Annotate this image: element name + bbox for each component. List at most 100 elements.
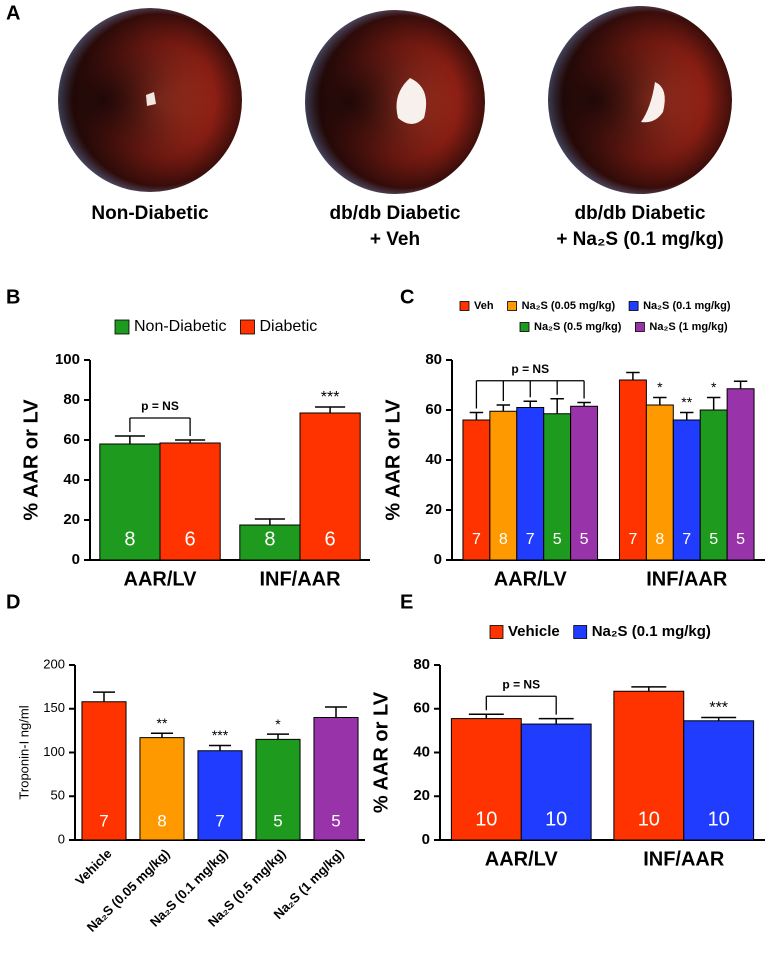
bracket (129, 417, 191, 436)
bar (139, 737, 185, 841)
y-axis-label: % AAR or LV (20, 399, 42, 521)
legend-label: Veh (474, 300, 494, 312)
n-label: 5 (709, 531, 718, 548)
error-bar (208, 744, 232, 751)
n-label: 10 (545, 808, 567, 830)
y-tick-label: 0 (58, 831, 65, 846)
y-tick-label: 40 (425, 451, 442, 468)
legend-swatch (489, 625, 504, 639)
x-tick-label: AAR/LV (485, 848, 559, 870)
n-label: 7 (682, 531, 691, 548)
panel-label: A (6, 2, 20, 24)
y-tick-label: 150 (43, 700, 65, 715)
legend-label: Na₂S (0.5 mg/kg) (534, 321, 622, 333)
y-tick-label: 20 (63, 511, 80, 528)
error-bar (523, 400, 537, 408)
y-tick-label: 0 (72, 551, 80, 568)
n-label: 10 (638, 808, 660, 830)
n-label: 10 (708, 808, 730, 830)
significance: * (657, 379, 663, 395)
error-bar (315, 406, 346, 413)
y-tick-label: 80 (63, 391, 80, 408)
caption: + Veh (370, 229, 420, 250)
bar (672, 419, 701, 561)
bar (81, 701, 127, 841)
error-bar (631, 686, 667, 692)
legend-swatch (240, 319, 255, 335)
error-bar (653, 396, 667, 405)
bracket-label: p = NS (511, 362, 549, 376)
n-label: 5 (580, 531, 589, 548)
error-bar (706, 396, 721, 410)
y-tick-label: 20 (425, 501, 442, 518)
significance: ** (157, 715, 168, 731)
legend-label: Na₂S (0.1 mg/kg) (643, 300, 731, 312)
error-bar (496, 404, 511, 412)
significance: *** (321, 389, 340, 406)
bar (197, 750, 243, 841)
n-label: 6 (325, 528, 336, 550)
caption: Non-Diabetic (91, 203, 209, 224)
x-tick-label: Vehicle (72, 846, 114, 888)
bar (683, 720, 755, 841)
legend-label: Diabetic (259, 318, 317, 335)
n-label: 8 (124, 528, 135, 550)
y-tick-label: 20 (413, 787, 430, 804)
y-tick-label: 0 (434, 551, 442, 568)
error-bar (538, 717, 574, 725)
bar (462, 419, 491, 561)
significance: * (711, 379, 717, 395)
error-bar (469, 411, 484, 420)
n-label: 7 (99, 811, 108, 830)
legend-swatch (459, 301, 470, 311)
bar (159, 442, 221, 561)
n-label: 8 (499, 531, 508, 548)
bracket-label: p = NS (141, 399, 179, 413)
n-label: 5 (736, 531, 745, 548)
y-tick-label: 40 (413, 743, 430, 760)
significance: *** (709, 700, 728, 717)
bar (613, 690, 685, 841)
bracket (475, 380, 585, 409)
error-bar (733, 380, 748, 389)
bar (299, 412, 361, 561)
error-bar (92, 691, 116, 702)
n-label: 5 (273, 811, 282, 830)
y-tick-label: 40 (63, 471, 80, 488)
error-bar (266, 733, 290, 740)
y-axis-label: % AAR or LV (382, 399, 404, 521)
error-bar (680, 411, 694, 420)
error-bar (324, 706, 348, 718)
error-bar (254, 518, 285, 525)
error-bar (468, 713, 504, 719)
bar (255, 738, 301, 841)
error-bar (626, 371, 640, 380)
legend-swatch (628, 301, 639, 311)
y-tick-label: 80 (425, 351, 442, 368)
panel-label: C (400, 286, 414, 308)
x-tick-label: AAR/LV (124, 568, 198, 590)
panel-label: E (400, 591, 413, 613)
y-tick-label: 60 (425, 401, 442, 418)
panel-label: D (6, 591, 20, 613)
caption: + Na₂S (0.1 mg/kg) (556, 229, 723, 250)
legend-label: Na₂S (0.1 mg/kg) (592, 623, 711, 640)
legend-swatch (114, 319, 130, 335)
heart-image (305, 10, 485, 194)
legend-swatch (635, 322, 645, 332)
legend-swatch (507, 301, 517, 311)
n-label: 8 (264, 528, 275, 550)
caption: db/db Diabetic (330, 203, 461, 224)
legend-label: Vehicle (508, 623, 560, 640)
n-label: 8 (157, 811, 166, 830)
y-axis-label: Troponin-I ng/ml (16, 705, 31, 799)
error-bar (175, 439, 206, 443)
significance: *** (212, 727, 229, 743)
bracket (485, 695, 557, 715)
x-tick-label: INF/AAR (646, 568, 728, 590)
y-tick-label: 200 (43, 656, 65, 671)
bar (520, 723, 592, 841)
legend-label: Na₂S (1 mg/kg) (649, 321, 728, 333)
error-bar (577, 401, 591, 407)
significance: * (275, 716, 281, 732)
